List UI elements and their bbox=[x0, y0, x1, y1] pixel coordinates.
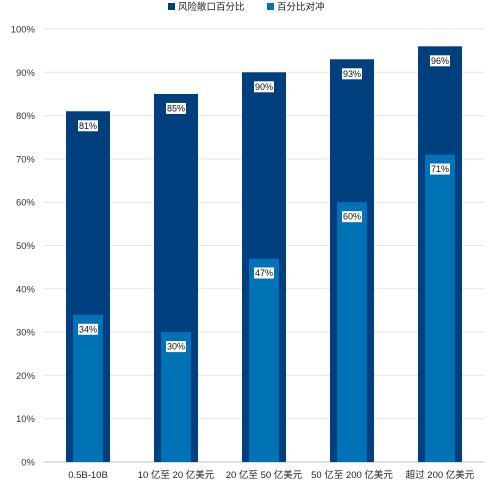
y-tick-label: 20% bbox=[16, 371, 36, 382]
x-axis-categories: 0.5B-10B 10 亿至 20 亿美元 20 亿至 50 亿美元 50 亿至 20… bbox=[68, 469, 475, 481]
bar-hedged bbox=[425, 154, 455, 462]
data-label-hedged: 47% bbox=[255, 268, 273, 278]
y-tick-label: 90% bbox=[16, 68, 36, 79]
data-labels: 81% 34% 85% 30% 90% 47% 93% 60% 96% 71% bbox=[78, 55, 450, 353]
legend-swatch-hedged bbox=[267, 3, 274, 10]
data-label-box bbox=[254, 267, 274, 279]
data-label-exposure: 96% bbox=[431, 56, 449, 66]
data-label-box bbox=[166, 341, 186, 353]
legend-label-exposure: 风险敞口百分比 bbox=[178, 1, 245, 13]
legend: 风险敞口百分比 百分比对冲 bbox=[168, 1, 325, 13]
data-label-hedged: 30% bbox=[167, 342, 185, 352]
x-category-label: 0.5B-10B bbox=[68, 470, 108, 481]
y-tick-label: 10% bbox=[16, 414, 36, 425]
data-label-box bbox=[342, 211, 362, 223]
y-tick-label: 30% bbox=[16, 328, 36, 339]
data-label-exposure: 90% bbox=[255, 82, 273, 92]
y-tick-label: 80% bbox=[16, 111, 36, 122]
bars bbox=[66, 46, 462, 463]
bar-hedged bbox=[337, 202, 367, 462]
y-tick-label: 60% bbox=[16, 198, 36, 209]
x-category-label: 10 亿至 20 亿美元 bbox=[138, 469, 215, 481]
legend-swatch-exposure bbox=[168, 3, 175, 10]
y-tick-label: 0% bbox=[21, 458, 35, 469]
x-category-label: 20 亿至 50 亿美元 bbox=[226, 469, 303, 481]
data-label-hedged: 71% bbox=[431, 164, 449, 174]
data-label-box bbox=[342, 68, 362, 80]
x-category-label: 超过 200 亿美元 bbox=[406, 469, 475, 481]
bar-hedged bbox=[249, 258, 279, 462]
y-tick-label: 50% bbox=[16, 241, 36, 252]
data-label-box bbox=[78, 323, 98, 335]
data-label-box bbox=[430, 163, 450, 175]
data-label-box bbox=[430, 55, 450, 67]
data-label-exposure: 81% bbox=[79, 121, 97, 131]
y-axis-ticks: 0% 10% 20% 30% 40% 50% 60% 70% 80% 90% 100% bbox=[11, 25, 36, 469]
y-tick-label: 100% bbox=[11, 25, 36, 36]
data-label-hedged: 60% bbox=[343, 212, 361, 222]
data-label-hedged: 34% bbox=[79, 324, 97, 334]
data-label-exposure: 93% bbox=[343, 69, 361, 79]
data-label-exposure: 85% bbox=[167, 103, 185, 113]
data-label-box bbox=[78, 120, 98, 132]
y-tick-label: 40% bbox=[16, 284, 36, 295]
y-tick-label: 70% bbox=[16, 154, 36, 165]
bar-hedged bbox=[161, 332, 191, 462]
data-label-box bbox=[254, 81, 274, 93]
legend-label-hedged: 百分比对冲 bbox=[277, 1, 325, 13]
data-label-box bbox=[166, 102, 186, 114]
x-category-label: 50 亿至 200 亿美元 bbox=[311, 469, 393, 481]
bar-hedged bbox=[73, 314, 103, 462]
